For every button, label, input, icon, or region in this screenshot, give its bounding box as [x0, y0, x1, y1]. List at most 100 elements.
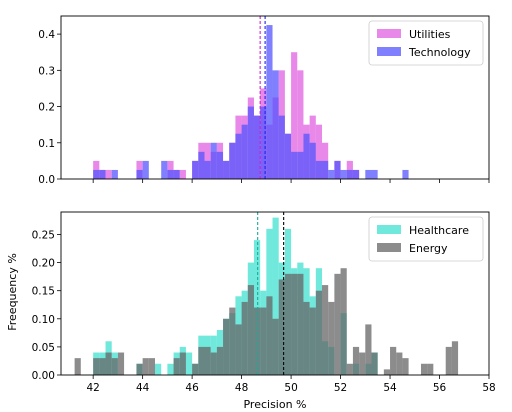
- axes-frame: [60, 15, 490, 180]
- histogram-bar: [179, 352, 186, 375]
- histogram-bar: [284, 133, 292, 179]
- y-tick-label: 0.20: [32, 258, 55, 270]
- legend-swatch-utilities: [377, 29, 401, 38]
- histogram-bar: [192, 363, 199, 375]
- histogram-bar: [260, 106, 267, 179]
- histogram-bar: [204, 346, 211, 375]
- y-tick-label: 0.0: [38, 174, 55, 186]
- histogram-bar: [322, 160, 329, 179]
- x-tick-label: 54: [383, 382, 397, 394]
- x-tick-label: 44: [136, 382, 150, 394]
- histogram-bar: [173, 169, 180, 179]
- histogram-bar: [291, 151, 298, 179]
- histogram-bar: [247, 106, 254, 179]
- histogram-bar: [74, 358, 81, 375]
- histogram-bar: [383, 369, 391, 375]
- histogram-bar: [117, 352, 125, 375]
- top-subplot: 0.0 0.1 0.2 0.3 0.4 Utilities Technology: [38, 15, 490, 186]
- y-tick-label: 0.3: [38, 65, 55, 77]
- histogram-bar: [198, 346, 205, 375]
- y-tick-label: 0.00: [32, 370, 55, 382]
- histogram-bar: [328, 169, 335, 179]
- histogram-bar: [204, 160, 211, 179]
- histogram-bar: [272, 217, 279, 375]
- histogram-bar: [161, 160, 168, 179]
- x-tick-label: 58: [482, 382, 495, 394]
- legend-swatch-technology: [377, 47, 401, 56]
- x-axis-label: Precision %: [243, 398, 306, 411]
- y-tick-label: 0.15: [32, 286, 55, 298]
- histogram-bar: [309, 307, 316, 375]
- histogram-bar: [340, 268, 347, 375]
- legend-label-energy: Energy: [409, 242, 448, 255]
- legend-swatch-energy: [377, 243, 401, 252]
- histogram-bar: [272, 70, 279, 179]
- histogram-bar: [278, 279, 285, 375]
- histogram-bar: [390, 346, 397, 375]
- axes-frame: [60, 211, 490, 376]
- x-tick-label: 48: [235, 382, 248, 394]
- histogram-bar: [93, 358, 100, 375]
- histogram-bar: [427, 363, 434, 375]
- histogram-bar: [247, 285, 254, 375]
- histogram-bar: [210, 142, 217, 179]
- histogram-bar: [291, 52, 298, 179]
- x-tick-label: 56: [433, 382, 447, 394]
- y-tick-label: 0.2: [38, 102, 55, 114]
- histogram-bar: [328, 301, 335, 375]
- histogram-bar: [359, 352, 366, 375]
- histogram-bar: [396, 352, 403, 375]
- histogram-bar: [167, 169, 174, 179]
- histogram-bar: [266, 25, 273, 180]
- legend: Healthcare Energy: [368, 216, 484, 262]
- histogram-bar: [99, 169, 106, 179]
- y-axis-label: Freequency %: [6, 253, 19, 331]
- histogram-bar: [365, 169, 372, 179]
- y-tick-label: 0.05: [32, 342, 55, 354]
- histogram-bar: [278, 115, 285, 179]
- histogram-bar: [291, 273, 298, 375]
- histogram-bar: [142, 160, 149, 179]
- legend-label-technology: Technology: [408, 46, 471, 59]
- x-tick-label: 42: [86, 382, 99, 394]
- histogram-bar: [272, 318, 279, 375]
- histogram-bar: [223, 318, 230, 375]
- histogram-bar: [253, 307, 261, 375]
- y-tick-label: 0.25: [32, 229, 55, 241]
- histogram-bar: [402, 169, 409, 179]
- y-tick-label: 0.1: [38, 138, 55, 150]
- histogram-bar: [315, 290, 322, 375]
- histogram-bar: [352, 169, 360, 179]
- histogram-bar: [365, 324, 372, 375]
- histogram-bar: [142, 358, 149, 375]
- histogram-bar: [420, 363, 428, 375]
- histogram-bar: [99, 358, 106, 375]
- histogram-bar: [148, 358, 156, 375]
- histogram-bar: [371, 352, 378, 375]
- histogram-bar: [235, 324, 242, 375]
- histogram-bar: [297, 273, 304, 375]
- histogram-bar: [198, 151, 205, 179]
- histogram-bar: [235, 133, 242, 179]
- histogram-bar: [322, 285, 329, 375]
- histogram-bar: [105, 169, 112, 179]
- histogram-bar: [229, 142, 236, 179]
- legend: Utilities Technology: [368, 20, 484, 66]
- histogram-bar: [167, 363, 174, 375]
- histogram-bar: [352, 346, 360, 375]
- histogram-bar: [179, 169, 186, 179]
- histogram-bar: [297, 151, 304, 179]
- bottom-subplot: 0.00 0.05 0.10 0.15 0.20 0.25 42 44 46 48 50 52 54 56…: [32, 211, 496, 394]
- histogram-bar: [445, 346, 452, 375]
- y-tick-label: 0.4: [38, 29, 55, 41]
- histogram-bar: [216, 346, 224, 375]
- histogram-bar: [241, 124, 248, 179]
- histogram-bar: [284, 273, 292, 375]
- histogram-bar: [309, 142, 316, 179]
- series-technology: [93, 25, 409, 180]
- histogram-bar: [402, 358, 409, 375]
- histogram-bar: [346, 363, 353, 375]
- histogram-bar: [315, 124, 322, 179]
- x-tick-label: 46: [185, 382, 199, 394]
